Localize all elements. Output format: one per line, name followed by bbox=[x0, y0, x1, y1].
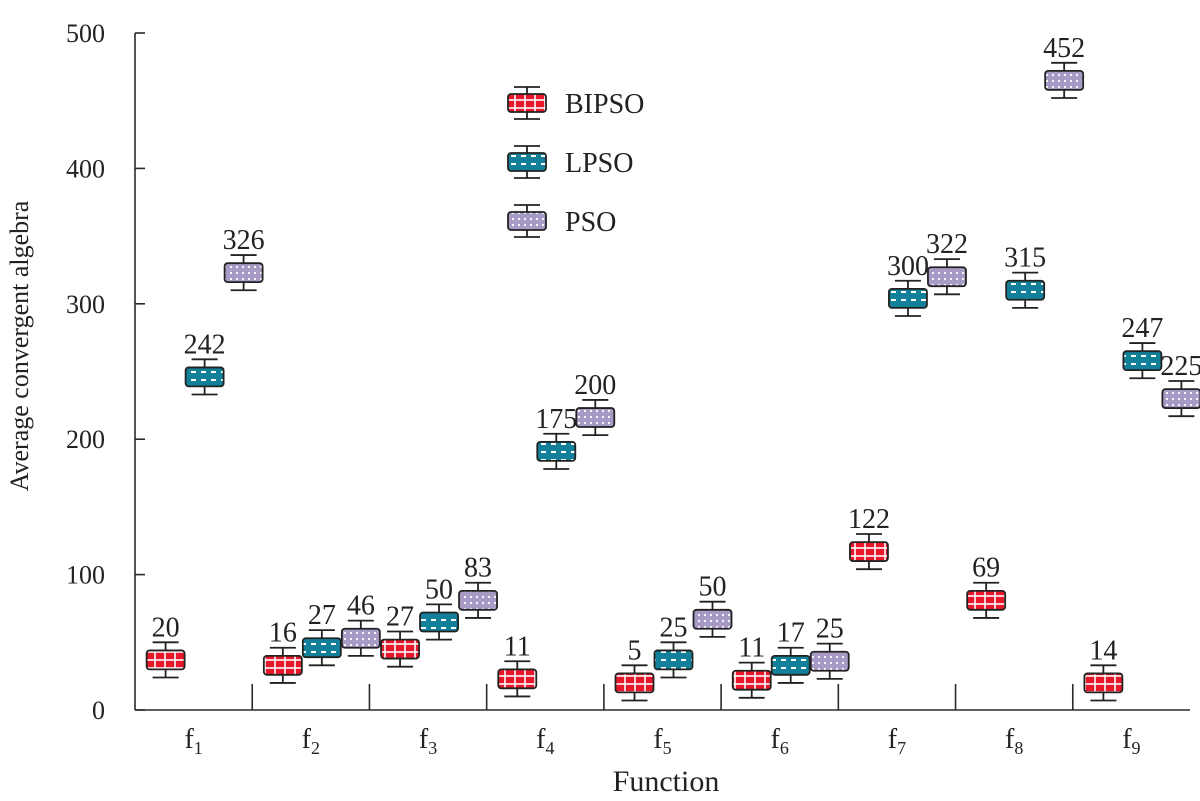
data-label: 27 bbox=[308, 600, 336, 631]
legend-swatch bbox=[507, 204, 547, 238]
data-label: 46 bbox=[347, 591, 375, 622]
x-tick-label: f3 bbox=[419, 724, 437, 758]
x-tick-label: f9 bbox=[1122, 724, 1140, 758]
x-tick-label: f7 bbox=[888, 724, 906, 758]
data-label: 322 bbox=[926, 229, 968, 260]
legend: BIPSO LPSO PSO bbox=[507, 86, 644, 238]
x-axis-title: Function bbox=[613, 765, 720, 798]
box-bipso bbox=[731, 661, 772, 699]
x-tick-label: f5 bbox=[653, 724, 671, 758]
box-bipso bbox=[380, 630, 420, 668]
data-label: 122 bbox=[848, 504, 890, 535]
x-tick-label: f6 bbox=[771, 724, 789, 758]
data-label: 25 bbox=[816, 614, 844, 645]
data-label: 326 bbox=[223, 225, 265, 256]
x-tick-label: f2 bbox=[302, 724, 320, 758]
data-label: 14 bbox=[1089, 635, 1117, 666]
legend-label: LPSO bbox=[565, 148, 633, 179]
boxes bbox=[145, 61, 1200, 702]
y-tick-label: 0 bbox=[92, 696, 105, 725]
data-label: 225 bbox=[1160, 351, 1200, 382]
box-bipso bbox=[849, 533, 889, 571]
data-label: 25 bbox=[660, 612, 688, 643]
box-bipso bbox=[497, 660, 538, 698]
box-bipso bbox=[145, 641, 186, 679]
data-label: 69 bbox=[972, 553, 1000, 584]
legend-item-pso: PSO bbox=[507, 204, 616, 238]
x-tick-label: f1 bbox=[184, 724, 202, 758]
legend-swatch bbox=[507, 145, 547, 179]
x-tick-label: f4 bbox=[536, 724, 554, 758]
data-label: 247 bbox=[1121, 313, 1163, 344]
y-tick-label: 400 bbox=[66, 154, 105, 183]
y-tick-label: 100 bbox=[66, 561, 105, 590]
y-tick-label: 300 bbox=[66, 290, 105, 319]
box-lpso bbox=[184, 358, 225, 396]
data-label: 242 bbox=[184, 329, 226, 360]
data-label: 83 bbox=[464, 553, 492, 584]
data-label: 17 bbox=[777, 618, 805, 649]
data-label: 300 bbox=[887, 251, 929, 282]
data-labels: 20 16 27 11 5 11 122 69 14 242 27 50 175 25 17 300 315 24… bbox=[152, 33, 1200, 667]
box-pso bbox=[1161, 380, 1200, 418]
box-lpso bbox=[1005, 271, 1046, 309]
data-label: 175 bbox=[535, 404, 577, 435]
legend-label: BIPSO bbox=[565, 89, 644, 120]
x-tick-label: f8 bbox=[1005, 724, 1023, 758]
data-label: 452 bbox=[1043, 33, 1085, 64]
legend-label: PSO bbox=[565, 207, 616, 238]
box-pso bbox=[340, 619, 381, 657]
box-pso bbox=[458, 581, 498, 619]
data-label: 27 bbox=[386, 601, 414, 632]
data-label: 50 bbox=[699, 572, 727, 603]
y-axis-title: Average convergent algebra bbox=[5, 200, 34, 491]
data-label: 20 bbox=[152, 612, 180, 643]
data-label: 16 bbox=[269, 618, 297, 649]
box-pso bbox=[1044, 61, 1085, 99]
legend-swatch bbox=[507, 86, 547, 120]
box-bipso bbox=[262, 646, 303, 684]
data-label: 11 bbox=[738, 633, 765, 664]
box-lpso bbox=[536, 432, 577, 470]
box-lpso bbox=[419, 603, 459, 641]
data-label: 315 bbox=[1004, 243, 1046, 274]
y-tick-label: 500 bbox=[66, 19, 105, 48]
y-tick-label: 200 bbox=[66, 425, 105, 454]
box-pso bbox=[692, 600, 733, 638]
box-lpso bbox=[653, 641, 694, 679]
box-lpso bbox=[888, 279, 928, 317]
box-bipso bbox=[1083, 664, 1124, 702]
box-lpso bbox=[1122, 342, 1163, 380]
box-pso bbox=[223, 254, 264, 292]
box-lpso bbox=[770, 646, 811, 684]
box-lpso bbox=[301, 629, 342, 667]
box-pso bbox=[809, 642, 850, 680]
data-label: 200 bbox=[574, 370, 616, 401]
legend-item-lpso: LPSO bbox=[507, 145, 633, 179]
box-bipso bbox=[966, 581, 1007, 619]
data-label: 11 bbox=[504, 631, 531, 662]
axes: 0 100 200 300 400 500 f1 f2 f3 f4 f5 f6 f7 f8 f9 bbox=[66, 19, 1190, 758]
box-bipso bbox=[614, 664, 655, 702]
legend-item-bipso: BIPSO bbox=[507, 86, 644, 120]
data-label: 5 bbox=[628, 635, 642, 666]
box-pso bbox=[927, 258, 967, 296]
box-pso bbox=[575, 399, 616, 437]
data-label: 50 bbox=[425, 574, 453, 605]
